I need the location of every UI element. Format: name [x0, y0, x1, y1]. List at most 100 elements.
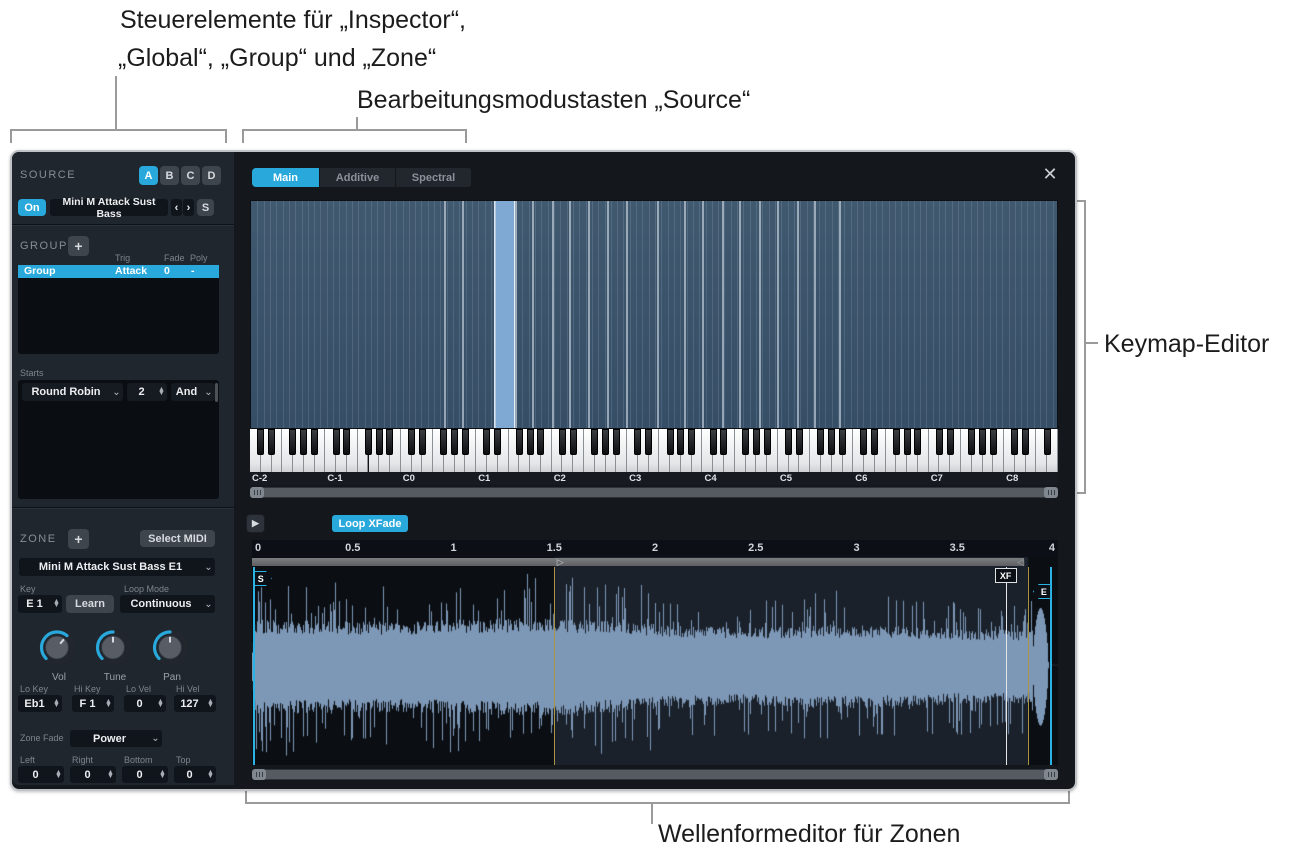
- crossfade-flag[interactable]: XF: [994, 568, 1017, 583]
- piano-black-key[interactable]: [601, 429, 609, 455]
- tab-additive[interactable]: Additive: [320, 168, 396, 187]
- zone-name-dropdown[interactable]: Mini M Attack Sust Bass E1 ⌄: [19, 558, 215, 576]
- piano-black-key[interactable]: [311, 429, 319, 455]
- piano-black-key[interactable]: [914, 429, 922, 455]
- keymap-selected-zone[interactable]: [493, 201, 515, 428]
- stepper-arrows[interactable]: ▲ ▼: [53, 598, 60, 609]
- piano-black-key[interactable]: [677, 429, 685, 455]
- keymap-zone-separator[interactable]: [758, 201, 761, 428]
- tab-main[interactable]: Main: [252, 168, 320, 187]
- piano-black-key[interactable]: [483, 429, 491, 455]
- sample-end-line[interactable]: [1049, 567, 1052, 765]
- scrollbar-thumb[interactable]: [215, 383, 218, 402]
- source-slot-c[interactable]: C: [181, 166, 200, 185]
- range-field-hi-vel[interactable]: 127 ▲ ▼: [174, 695, 216, 712]
- solo-button[interactable]: S: [197, 199, 214, 216]
- piano-black-key[interactable]: [375, 429, 383, 455]
- loop-xfade-button[interactable]: Loop XFade: [332, 515, 408, 532]
- piano-white-key[interactable]: [993, 429, 1005, 472]
- loop-start-line[interactable]: [554, 567, 556, 765]
- piano-black-key[interactable]: [1011, 429, 1019, 455]
- piano-black-key[interactable]: [612, 429, 620, 455]
- piano-keyboard[interactable]: [250, 429, 1058, 472]
- piano-black-key[interactable]: [871, 429, 879, 455]
- piano-black-key[interactable]: [515, 429, 523, 455]
- piano-white-key[interactable]: [497, 429, 509, 472]
- keymap-scrollbar-handle-right[interactable]: [1044, 487, 1058, 498]
- piano-white-key[interactable]: [346, 429, 358, 472]
- piano-black-key[interactable]: [451, 429, 459, 455]
- prev-sample-button[interactable]: ‹: [171, 199, 182, 216]
- zone-fade-dropdown[interactable]: Power ⌄: [70, 730, 162, 747]
- piano-white-key[interactable]: [422, 429, 434, 472]
- close-icon[interactable]: ✕: [1042, 163, 1058, 184]
- piano-white-key[interactable]: [767, 429, 778, 472]
- piano-black-key[interactable]: [343, 429, 351, 455]
- stepper-arrows[interactable]: ▲ ▼: [53, 697, 60, 709]
- piano-black-key[interactable]: [860, 429, 868, 455]
- piano-black-key[interactable]: [289, 429, 297, 455]
- piano-black-key[interactable]: [526, 429, 534, 455]
- piano-black-key[interactable]: [903, 429, 911, 455]
- piano-white-key[interactable]: [465, 429, 477, 472]
- piano-white-key[interactable]: [390, 429, 401, 472]
- fade-field-right[interactable]: 0 ▲ ▼: [70, 766, 116, 783]
- loop-end-line[interactable]: [1028, 567, 1030, 765]
- loop-start-handle-icon[interactable]: ▷: [556, 557, 564, 567]
- piano-black-key[interactable]: [364, 429, 372, 455]
- keymap-scrollbar[interactable]: [250, 487, 1058, 498]
- piano-black-key[interactable]: [494, 429, 502, 455]
- keymap-zone-separator[interactable]: [777, 201, 780, 428]
- piano-black-key[interactable]: [989, 429, 997, 455]
- group-row[interactable]: Group Attack 0 -: [18, 265, 219, 278]
- waveform-scrollbar-handle-left[interactable]: [252, 769, 266, 780]
- stepper-arrows[interactable]: ▲ ▼: [159, 768, 166, 780]
- piano-white-key[interactable]: [691, 429, 703, 472]
- piano-white-key[interactable]: [1047, 429, 1058, 472]
- keymap-zone-separator[interactable]: [532, 201, 535, 428]
- add-group-button[interactable]: +: [68, 236, 89, 256]
- source-slot-d[interactable]: D: [202, 166, 221, 185]
- piano-black-key[interactable]: [386, 429, 394, 455]
- range-field-lo-vel[interactable]: 0 ▲ ▼: [124, 695, 166, 712]
- piano-black-key[interactable]: [591, 429, 599, 455]
- piano-black-key[interactable]: [817, 429, 825, 455]
- piano-white-key[interactable]: [314, 429, 326, 472]
- knob-pan[interactable]: Pan: [150, 628, 194, 683]
- piano-white-key[interactable]: [874, 429, 886, 472]
- piano-black-key[interactable]: [645, 429, 652, 455]
- fade-field-left[interactable]: 0 ▲ ▼: [18, 766, 64, 783]
- piano-black-key[interactable]: [752, 429, 760, 455]
- stepper-arrows[interactable]: ▲ ▼: [207, 697, 214, 709]
- waveform-editor[interactable]: ▷ ◁ S XF E: [252, 557, 1058, 765]
- source-slot-b[interactable]: B: [160, 166, 179, 185]
- piano-black-key[interactable]: [838, 429, 846, 455]
- piano-white-key[interactable]: [917, 429, 929, 472]
- piano-black-key[interactable]: [946, 429, 954, 455]
- keymap-zone-separator[interactable]: [493, 201, 496, 428]
- piano-white-key[interactable]: [724, 429, 735, 472]
- loop-range-bar[interactable]: [252, 558, 1025, 566]
- keymap-zone-separator[interactable]: [625, 201, 628, 428]
- piano-white-key[interactable]: [1025, 429, 1037, 472]
- range-field-lo-key[interactable]: Eb1 ▲ ▼: [18, 695, 62, 712]
- add-zone-button[interactable]: +: [68, 529, 89, 549]
- keymap-scrollbar-handle-left[interactable]: [250, 487, 264, 498]
- piano-white-key[interactable]: [799, 429, 811, 472]
- keymap-zone-separator[interactable]: [462, 201, 465, 428]
- waveform-scrollbar-track[interactable]: [252, 770, 1058, 779]
- piano-white-key[interactable]: [573, 429, 584, 472]
- fade-field-bottom[interactable]: 0 ▲ ▼: [122, 766, 168, 783]
- round-robin-count[interactable]: 2 ▲ ▼: [127, 383, 167, 401]
- keymap-zone-separator[interactable]: [657, 201, 660, 428]
- piano-black-key[interactable]: [558, 429, 566, 455]
- piano-white-key[interactable]: [616, 429, 628, 472]
- stepper-arrows[interactable]: ▲ ▼: [157, 697, 164, 709]
- keymap-zone-separator[interactable]: [796, 201, 799, 428]
- piano-black-key[interactable]: [741, 429, 749, 455]
- piano-black-key[interactable]: [418, 429, 426, 455]
- source-slot-a[interactable]: A: [139, 166, 158, 185]
- piano-white-key[interactable]: [271, 429, 283, 472]
- keymap-zone-separator[interactable]: [551, 201, 554, 428]
- keymap-zone-separator[interactable]: [701, 201, 704, 428]
